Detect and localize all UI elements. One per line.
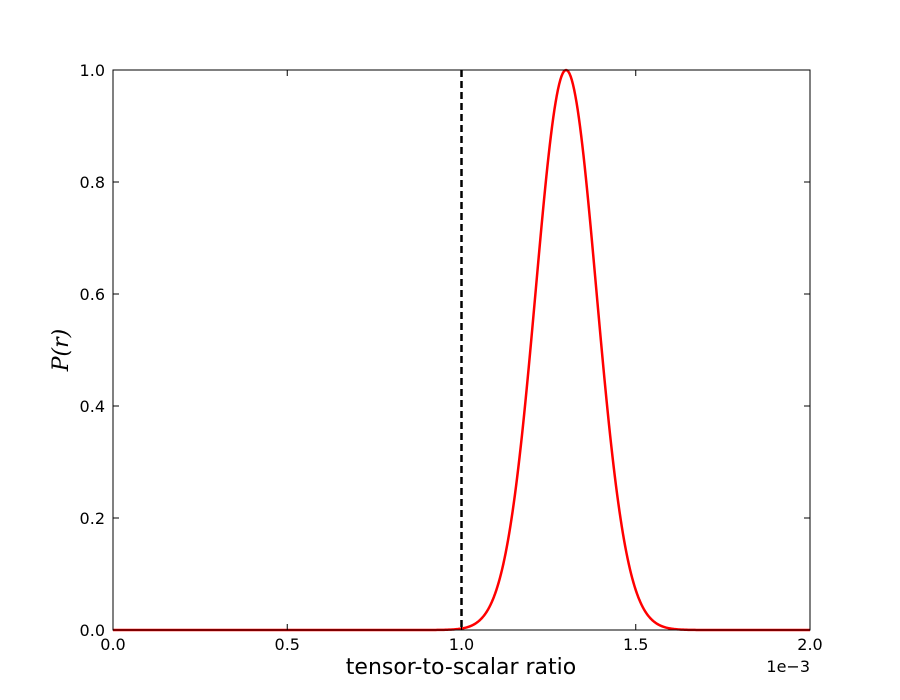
y-tick-label: 0.4 bbox=[80, 397, 105, 416]
y-tick-label: 0.8 bbox=[80, 173, 105, 192]
x-tick-label: 1.0 bbox=[449, 635, 474, 654]
x-tick-label: 2.0 bbox=[797, 635, 822, 654]
x-axis-title: tensor-to-scalar ratio bbox=[346, 655, 576, 680]
ticks: 0.0 0.5 1.0 1.5 2.0 0.0 0.2 0.4 0.6 0.8 1.0 bbox=[80, 61, 823, 654]
y-tick-label: 1.0 bbox=[80, 61, 105, 80]
x-tick-label: 0.0 bbox=[100, 635, 125, 654]
y-tick-label: 0.6 bbox=[80, 285, 105, 304]
y-tick-label: 0.0 bbox=[80, 621, 105, 640]
plot-area bbox=[112, 68, 811, 632]
x-tick-label: 0.5 bbox=[275, 635, 300, 654]
x-axis-offset-label: 1e−3 bbox=[766, 657, 810, 676]
y-axis-title: P(r) bbox=[49, 329, 74, 373]
y-tick-label: 0.2 bbox=[80, 509, 105, 528]
x-tick-label: 1.5 bbox=[623, 635, 648, 654]
